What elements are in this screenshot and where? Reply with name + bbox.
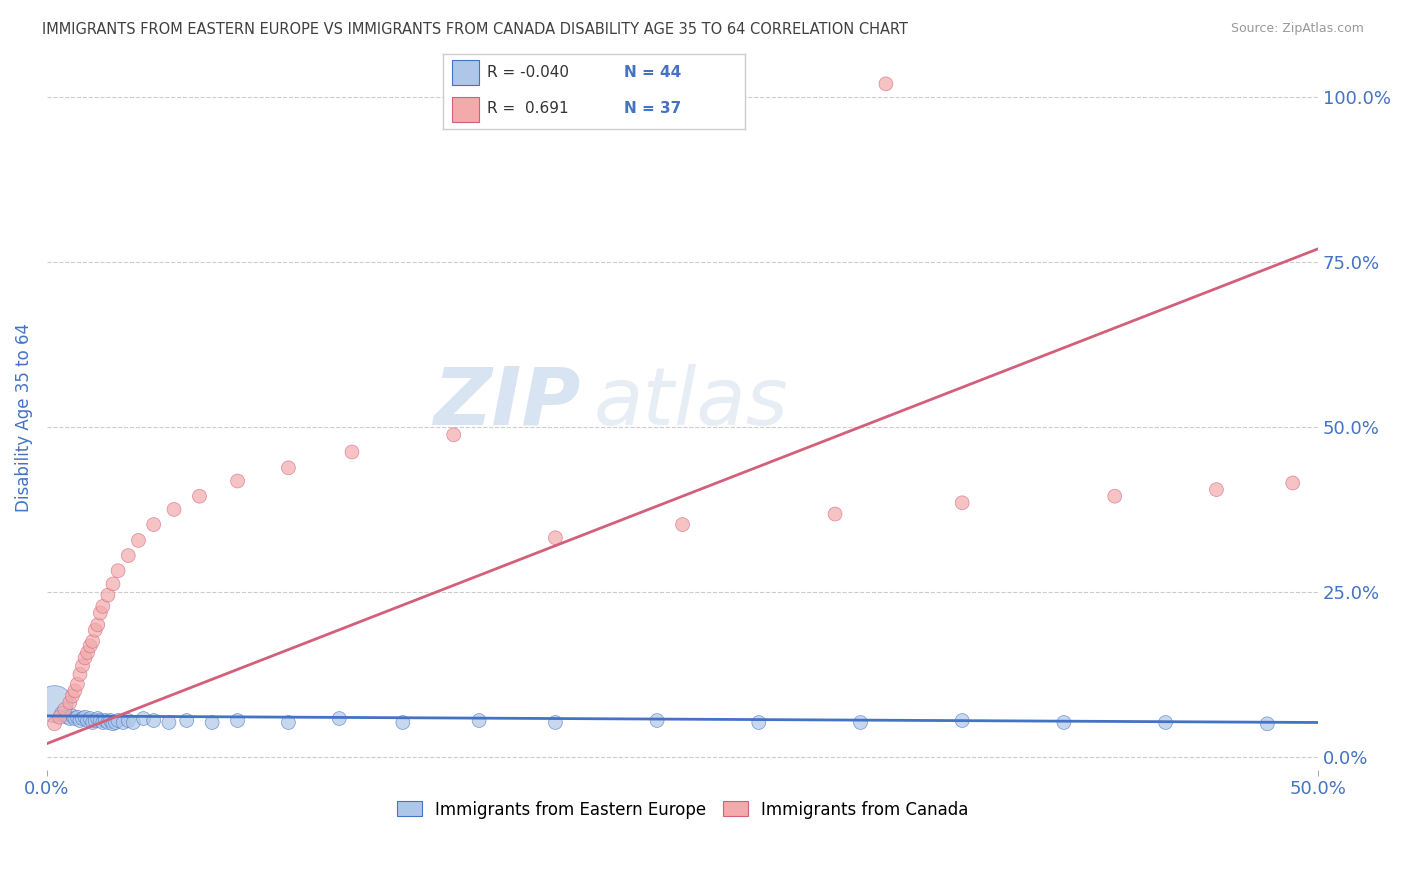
Point [89, 714, 111, 728]
Point [117, 549, 139, 563]
Point [950, 714, 973, 728]
Point [76, 646, 98, 660]
Text: R =  0.691: R = 0.691 [486, 101, 568, 116]
Point [107, 564, 129, 578]
Text: Source: ZipAtlas.com: Source: ZipAtlas.com [1230, 22, 1364, 36]
Point [226, 714, 249, 728]
Point [56, 710, 79, 724]
Point [84, 623, 107, 637]
Point [97, 588, 120, 602]
Point [51, 706, 73, 721]
Point [66, 710, 89, 724]
Point [97, 715, 120, 730]
Point [163, 502, 186, 516]
Point [48, 710, 70, 724]
Point [1281, 475, 1303, 490]
Point [875, 77, 897, 91]
Point [82, 715, 104, 730]
Point [73, 710, 96, 724]
Point [101, 716, 124, 731]
Point [79, 712, 101, 726]
Point [73, 650, 96, 665]
Point [53, 702, 76, 716]
Point [91, 715, 114, 730]
Point [157, 715, 180, 730]
Point [176, 714, 198, 728]
Point [340, 445, 363, 459]
Point [72, 658, 94, 673]
Point [142, 517, 165, 532]
Point [94, 714, 117, 728]
Point [127, 533, 149, 548]
Point [72, 712, 94, 726]
Point [59, 696, 82, 710]
Point [63, 683, 86, 698]
Point [226, 474, 249, 488]
Point [91, 599, 114, 614]
Point [392, 715, 415, 730]
Text: IMMIGRANTS FROM EASTERN EUROPE VS IMMIGRANTS FROM CANADA DISABILITY AGE 35 TO 64: IMMIGRANTS FROM EASTERN EUROPE VS IMMIGR… [42, 22, 908, 37]
Text: R = -0.040: R = -0.040 [486, 65, 568, 80]
Point [1205, 483, 1227, 497]
Point [117, 714, 139, 728]
Point [950, 496, 973, 510]
Point [277, 715, 299, 730]
Point [69, 667, 91, 681]
FancyBboxPatch shape [451, 61, 479, 86]
Point [79, 639, 101, 653]
Y-axis label: Disability Age 35 to 64: Disability Age 35 to 64 [15, 323, 32, 511]
Point [66, 677, 89, 691]
Point [76, 714, 98, 728]
Point [87, 618, 110, 632]
Point [44, 716, 66, 731]
Point [671, 517, 693, 532]
Point [824, 507, 846, 521]
Point [468, 714, 491, 728]
Point [63, 712, 86, 726]
Point [132, 712, 155, 726]
Point [1104, 489, 1126, 503]
Point [645, 714, 668, 728]
Point [544, 531, 567, 545]
Text: N = 44: N = 44 [624, 65, 682, 80]
Point [277, 460, 299, 475]
Point [1256, 716, 1278, 731]
Point [104, 715, 127, 730]
Point [188, 489, 211, 503]
Point [1154, 715, 1177, 730]
Point [89, 606, 111, 620]
Point [59, 712, 82, 726]
Point [1053, 715, 1076, 730]
Point [201, 715, 224, 730]
Point [849, 715, 872, 730]
Point [82, 634, 104, 648]
Text: ZIP: ZIP [433, 364, 581, 442]
Point [142, 714, 165, 728]
Point [748, 715, 770, 730]
Point [60, 709, 83, 723]
Point [122, 715, 145, 730]
Point [60, 689, 83, 703]
Legend: Immigrants from Eastern Europe, Immigrants from Canada: Immigrants from Eastern Europe, Immigran… [389, 794, 976, 825]
Text: atlas: atlas [593, 364, 789, 442]
Point [112, 715, 135, 730]
FancyBboxPatch shape [451, 96, 479, 122]
Point [101, 577, 124, 591]
Point [544, 715, 567, 730]
Point [69, 714, 91, 728]
Text: N = 37: N = 37 [624, 101, 682, 116]
Point [328, 712, 350, 726]
Point [443, 427, 465, 442]
Point [84, 714, 107, 728]
Point [100, 714, 122, 728]
Point [87, 712, 110, 726]
Point [44, 697, 66, 711]
Point [107, 714, 129, 728]
